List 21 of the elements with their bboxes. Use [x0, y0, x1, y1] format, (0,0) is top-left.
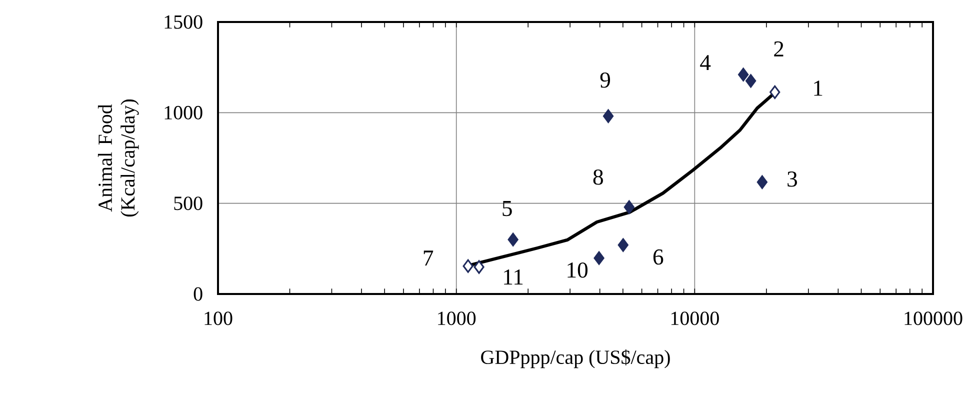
y-tick-label: 500	[174, 196, 202, 210]
x-tick-label: 1000	[438, 312, 476, 326]
annotation: 6	[653, 249, 664, 265]
annotation: 11	[504, 269, 523, 284]
annotation: 1	[814, 80, 822, 96]
y-axis-title: Animal Food (Kcal/cap/day)	[98, 99, 139, 217]
annotation: 2	[774, 41, 784, 56]
y-tick-label: 0	[194, 287, 202, 301]
x-tick-label: 100000	[904, 312, 962, 326]
annotation: 9	[600, 72, 610, 88]
annotation: 3	[788, 171, 797, 187]
annotation: 7	[424, 250, 434, 266]
y-tick-label: 1500	[164, 15, 202, 29]
annotation: 8	[593, 169, 603, 185]
x-tick-label: 100	[204, 312, 232, 326]
x-axis-title: GDPppp/cap (US$/cap)	[481, 349, 670, 368]
annotation: 10	[568, 262, 588, 278]
y-tick-label: 1000	[164, 106, 202, 120]
annotation: 4	[700, 55, 711, 70]
annotation: 5	[502, 201, 512, 216]
x-tick-label: 10000	[671, 312, 719, 326]
